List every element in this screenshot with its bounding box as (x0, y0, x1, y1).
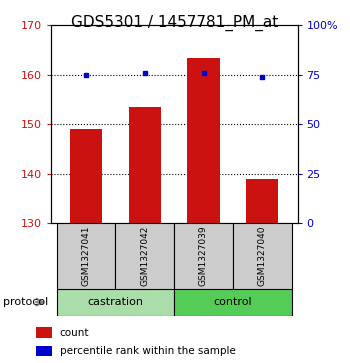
Bar (174, 289, 292, 316)
Bar (174, 223, 233, 289)
Text: GSM1327040: GSM1327040 (258, 226, 267, 286)
Bar (187, 58, 220, 223)
Bar (36, 346, 52, 356)
Text: GSM1327039: GSM1327039 (199, 225, 208, 286)
Bar (57, 223, 116, 289)
Bar (128, 107, 161, 223)
Text: GDS5301 / 1457781_PM_at: GDS5301 / 1457781_PM_at (71, 15, 279, 31)
Text: protocol: protocol (4, 297, 49, 307)
Bar (246, 179, 278, 223)
Bar (70, 129, 102, 223)
Text: castration: castration (88, 297, 144, 307)
Text: GSM1327041: GSM1327041 (82, 226, 91, 286)
Bar (57, 289, 174, 316)
Text: percentile rank within the sample: percentile rank within the sample (60, 346, 236, 356)
Text: count: count (60, 327, 89, 338)
Bar (233, 223, 292, 289)
Text: GSM1327042: GSM1327042 (140, 226, 149, 286)
Text: control: control (214, 297, 252, 307)
Bar (116, 223, 174, 289)
Bar (36, 327, 52, 338)
